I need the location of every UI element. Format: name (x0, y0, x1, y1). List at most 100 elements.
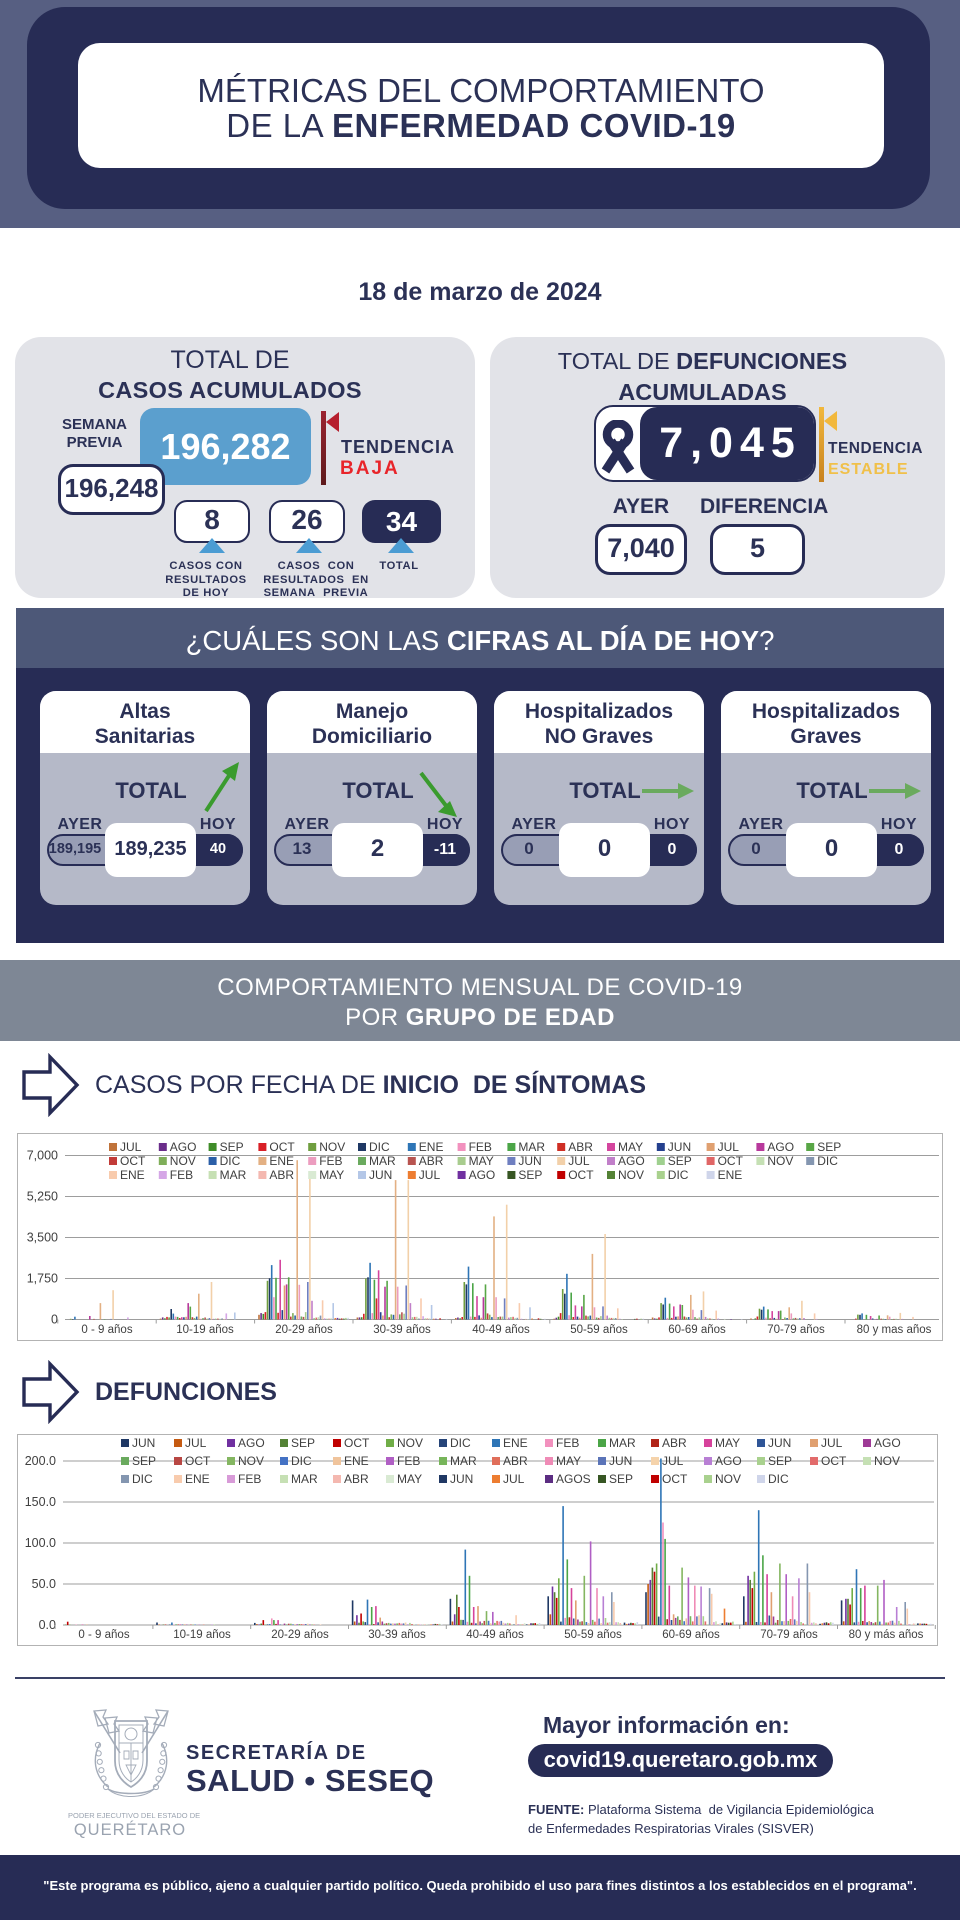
svg-text:200.0: 200.0 (25, 1454, 56, 1468)
svg-text:JUL: JUL (821, 1436, 843, 1450)
svg-text:80 y mas años: 80 y mas años (857, 1324, 932, 1336)
svg-text:MAR: MAR (609, 1436, 636, 1450)
svg-text:NOV: NOV (767, 1154, 793, 1168)
svg-text:OCT: OCT (185, 1454, 211, 1468)
svg-text:0: 0 (51, 1313, 58, 1327)
svg-text:JUL: JUL (662, 1454, 684, 1468)
svg-text:MAR: MAR (518, 1140, 545, 1154)
svg-text:MAY: MAY (556, 1454, 581, 1468)
svg-text:DIC: DIC (220, 1154, 241, 1168)
svg-text:ABR: ABR (568, 1140, 593, 1154)
svg-text:JUN: JUN (668, 1140, 691, 1154)
svg-text:70-79 años: 70-79 años (767, 1324, 825, 1336)
svg-text:OCT: OCT (344, 1436, 370, 1450)
svg-text:AGO: AGO (715, 1454, 742, 1468)
svg-text:30-39 años: 30-39 años (368, 1629, 426, 1641)
svg-text:MAR: MAR (291, 1472, 318, 1486)
svg-text:FEB: FEB (397, 1454, 420, 1468)
svg-text:ENE: ENE (185, 1472, 210, 1486)
svg-text:1,750: 1,750 (27, 1272, 58, 1286)
svg-text:FEB: FEB (556, 1436, 579, 1450)
svg-text:SEP: SEP (609, 1472, 633, 1486)
svg-text:10-19 años: 10-19 años (176, 1324, 234, 1336)
svg-text:JUL: JUL (185, 1436, 207, 1450)
svg-text:10-19 años: 10-19 años (173, 1629, 231, 1641)
svg-text:OCT: OCT (662, 1472, 688, 1486)
svg-text:ENE: ENE (718, 1168, 743, 1182)
svg-text:ENE: ENE (503, 1436, 528, 1450)
svg-text:ABR: ABR (419, 1154, 444, 1168)
svg-text:MAR: MAR (220, 1168, 247, 1182)
svg-text:SEP: SEP (668, 1154, 692, 1168)
svg-text:ENE: ENE (269, 1154, 294, 1168)
svg-text:NOV: NOV (874, 1454, 900, 1468)
svg-text:20-29 años: 20-29 años (271, 1629, 329, 1641)
svg-text:SEP: SEP (220, 1140, 244, 1154)
svg-text:JUL: JUL (419, 1168, 441, 1182)
svg-text:DIC: DIC (291, 1454, 312, 1468)
svg-text:3,500: 3,500 (27, 1231, 58, 1245)
svg-text:AGO: AGO (618, 1154, 645, 1168)
svg-text:FEB: FEB (170, 1168, 193, 1182)
svg-text:OCT: OCT (568, 1168, 594, 1182)
svg-text:MAY: MAY (715, 1436, 740, 1450)
svg-text:ABR: ABR (503, 1454, 528, 1468)
svg-text:5,250: 5,250 (27, 1190, 58, 1204)
svg-text:JUN: JUN (518, 1154, 541, 1168)
svg-text:JUN: JUN (132, 1436, 155, 1450)
svg-text:50.0: 50.0 (32, 1577, 56, 1591)
svg-text:DIC: DIC (668, 1168, 689, 1182)
svg-text:0.0: 0.0 (39, 1618, 56, 1632)
svg-text:0 - 9 años: 0 - 9 años (81, 1324, 132, 1336)
svg-text:AGOS: AGOS (556, 1472, 591, 1486)
svg-text:JUL: JUL (718, 1140, 740, 1154)
svg-text:OCT: OCT (821, 1454, 847, 1468)
svg-text:OCT: OCT (269, 1140, 295, 1154)
svg-text:NOV: NOV (397, 1436, 423, 1450)
svg-text:JUL: JUL (568, 1154, 590, 1168)
svg-text:60-69 años: 60-69 años (668, 1324, 726, 1336)
svg-text:AGO: AGO (767, 1140, 794, 1154)
svg-text:DIC: DIC (369, 1140, 390, 1154)
svg-text:MAY: MAY (397, 1472, 422, 1486)
svg-text:NOV: NOV (319, 1140, 345, 1154)
svg-text:JUN: JUN (450, 1472, 473, 1486)
svg-text:JUL: JUL (120, 1140, 142, 1154)
svg-text:NOV: NOV (715, 1472, 741, 1486)
svg-text:FEB: FEB (238, 1472, 261, 1486)
svg-text:7,000: 7,000 (27, 1149, 58, 1163)
svg-text:AGO: AGO (238, 1436, 265, 1450)
svg-text:NOV: NOV (238, 1454, 264, 1468)
svg-text:30-39 años: 30-39 años (373, 1324, 431, 1336)
svg-text:SEP: SEP (817, 1140, 841, 1154)
svg-text:MAY: MAY (469, 1154, 494, 1168)
svg-text:FEB: FEB (319, 1154, 342, 1168)
svg-text:ENE: ENE (419, 1140, 444, 1154)
svg-text:100.0: 100.0 (25, 1536, 56, 1550)
svg-text:40-49 años: 40-49 años (472, 1324, 530, 1336)
svg-text:NOV: NOV (170, 1154, 196, 1168)
svg-text:MAR: MAR (450, 1454, 477, 1468)
svg-text:NOV: NOV (618, 1168, 644, 1182)
svg-text:JUL: JUL (503, 1472, 525, 1486)
svg-text:60-69 años: 60-69 años (662, 1629, 720, 1641)
svg-text:40-49 años: 40-49 años (466, 1629, 524, 1641)
svg-text:JUN: JUN (609, 1454, 632, 1468)
svg-text:MAR: MAR (369, 1154, 396, 1168)
svg-text:MAY: MAY (319, 1168, 344, 1182)
svg-text:DIC: DIC (817, 1154, 838, 1168)
svg-text:JUN: JUN (768, 1436, 791, 1450)
svg-text:AGO: AGO (469, 1168, 496, 1182)
svg-text:ABR: ABR (344, 1472, 369, 1486)
svg-text:DIC: DIC (768, 1472, 789, 1486)
svg-text:ABR: ABR (269, 1168, 294, 1182)
svg-text:150.0: 150.0 (25, 1495, 56, 1509)
svg-text:AGO: AGO (170, 1140, 197, 1154)
svg-text:SEP: SEP (132, 1454, 156, 1468)
svg-text:OCT: OCT (718, 1154, 744, 1168)
svg-text:ABR: ABR (662, 1436, 687, 1450)
svg-text:ENE: ENE (344, 1454, 369, 1468)
svg-text:DIC: DIC (450, 1436, 471, 1450)
svg-text:SEP: SEP (291, 1436, 315, 1450)
svg-text:OCT: OCT (120, 1154, 146, 1168)
